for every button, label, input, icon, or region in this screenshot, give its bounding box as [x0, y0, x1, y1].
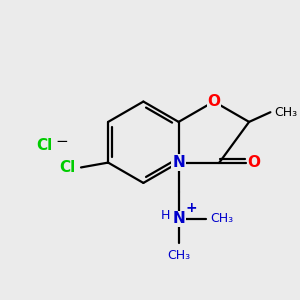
Text: −: − — [55, 134, 68, 149]
Text: CH₃: CH₃ — [274, 106, 297, 119]
Text: O: O — [207, 94, 220, 109]
Text: Cl: Cl — [36, 138, 52, 153]
Text: CH₃: CH₃ — [211, 212, 234, 225]
Text: Cl: Cl — [59, 160, 76, 175]
Text: N: N — [172, 211, 185, 226]
Text: CH₃: CH₃ — [167, 249, 190, 262]
Text: N: N — [172, 155, 185, 170]
Text: +: + — [185, 201, 197, 215]
Text: H: H — [160, 209, 170, 222]
Text: O: O — [248, 155, 261, 170]
